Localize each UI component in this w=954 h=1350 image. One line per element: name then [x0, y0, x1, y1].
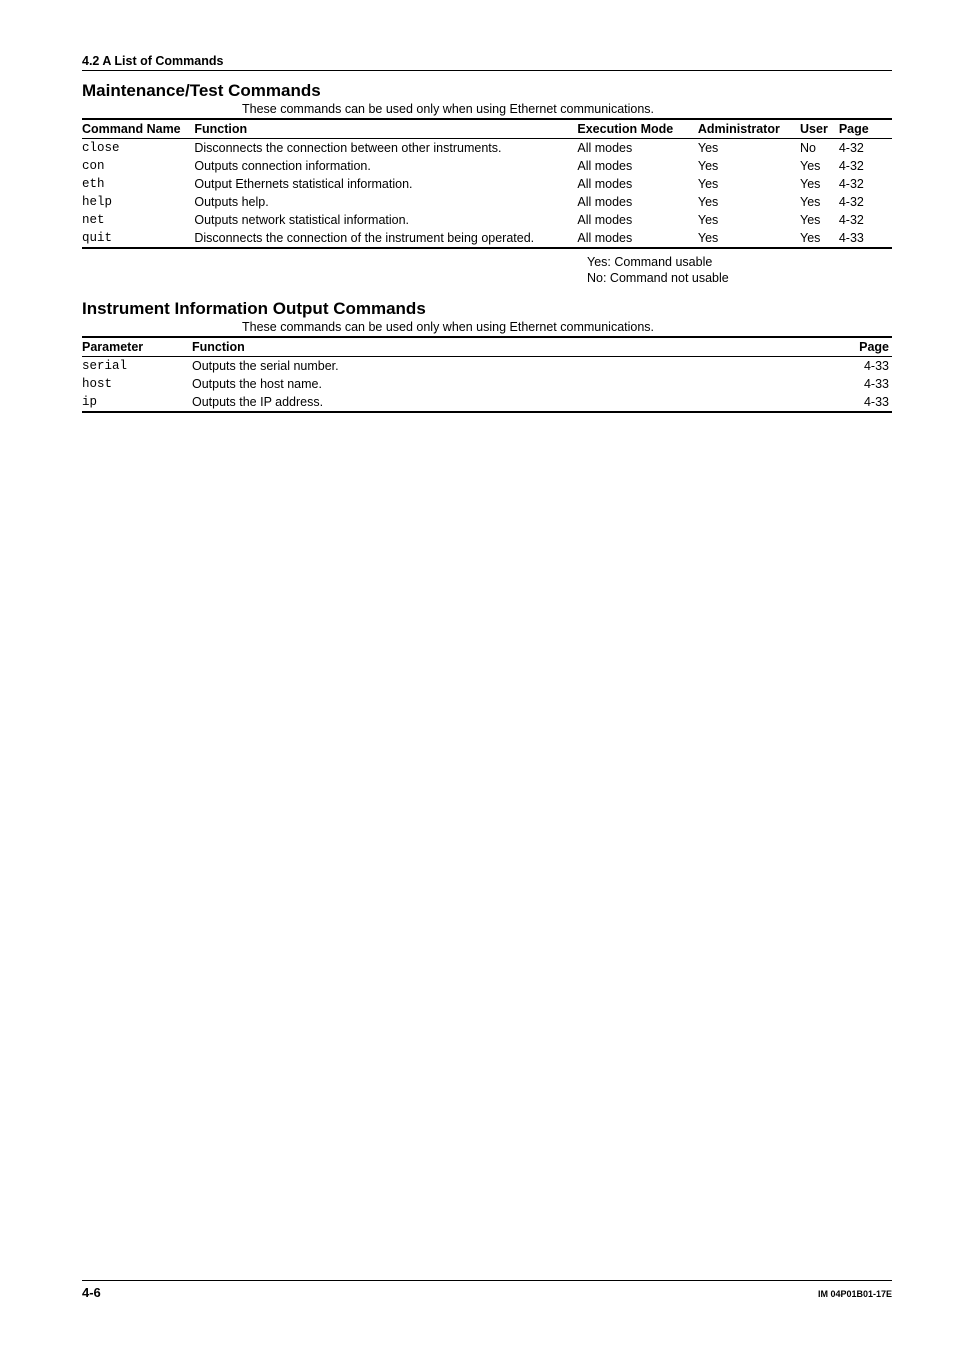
- cell-param: ip: [82, 393, 192, 412]
- cell-cmd: eth: [82, 175, 194, 193]
- cell-func: Outputs help.: [194, 193, 577, 211]
- cell-user: Yes: [800, 157, 839, 175]
- maintenance-subtitle: These commands can be used only when usi…: [242, 102, 892, 116]
- cell-exec: All modes: [577, 193, 698, 211]
- section-header: 4.2 A List of Commands: [82, 54, 892, 70]
- table-header-row: Parameter Function Page: [82, 337, 892, 357]
- col-page: Page: [839, 119, 892, 139]
- col-command-name: Command Name: [82, 119, 194, 139]
- cell-func: Output Ethernets statistical information…: [194, 175, 577, 193]
- cell-exec: All modes: [577, 157, 698, 175]
- cell-admin: Yes: [698, 139, 800, 158]
- footer-doc-id: IM 04P01B01-17E: [818, 1289, 892, 1299]
- cell-page: 4-32: [839, 193, 892, 211]
- cell-cmd: quit: [82, 229, 194, 248]
- table-row: host Outputs the host name. 4-33: [82, 375, 892, 393]
- table-row: net Outputs network statistical informat…: [82, 211, 892, 229]
- cell-user: Yes: [800, 193, 839, 211]
- cell-page: 4-33: [839, 229, 892, 248]
- col-function: Function: [194, 119, 577, 139]
- col-user: User: [800, 119, 839, 139]
- cell-cmd: close: [82, 139, 194, 158]
- footer-page-number: 4-6: [82, 1285, 101, 1300]
- legend-yes: Yes: Command usable: [587, 255, 892, 269]
- cell-page: 4-32: [839, 211, 892, 229]
- cell-user: Yes: [800, 175, 839, 193]
- cell-page: 4-33: [840, 357, 892, 376]
- cell-exec: All modes: [577, 175, 698, 193]
- cell-page: 4-32: [839, 157, 892, 175]
- cell-func: Outputs the IP address.: [192, 393, 840, 412]
- cell-user: Yes: [800, 211, 839, 229]
- output-table: Parameter Function Page serial Outputs t…: [82, 336, 892, 413]
- cell-cmd: net: [82, 211, 194, 229]
- cell-page: 4-32: [839, 139, 892, 158]
- table-row: quit Disconnects the connection of the i…: [82, 229, 892, 248]
- cell-exec: All modes: [577, 139, 698, 158]
- cell-admin: Yes: [698, 211, 800, 229]
- table-row: con Outputs connection information. All …: [82, 157, 892, 175]
- cell-cmd: help: [82, 193, 194, 211]
- table-row: eth Output Ethernets statistical informa…: [82, 175, 892, 193]
- cell-cmd: con: [82, 157, 194, 175]
- col-parameter: Parameter: [82, 337, 192, 357]
- cell-admin: Yes: [698, 193, 800, 211]
- table-row: close Disconnects the connection between…: [82, 139, 892, 158]
- maintenance-table: Command Name Function Execution Mode Adm…: [82, 118, 892, 249]
- cell-admin: Yes: [698, 157, 800, 175]
- table-header-row: Command Name Function Execution Mode Adm…: [82, 119, 892, 139]
- section-header-line: 4.2 A List of Commands: [82, 54, 892, 71]
- legend: Yes: Command usable No: Command not usab…: [587, 255, 892, 285]
- cell-func: Outputs network statistical information.: [194, 211, 577, 229]
- cell-param: serial: [82, 357, 192, 376]
- maintenance-title: Maintenance/Test Commands: [82, 81, 892, 101]
- table-row: ip Outputs the IP address. 4-33: [82, 393, 892, 412]
- cell-exec: All modes: [577, 229, 698, 248]
- cell-page: 4-33: [840, 375, 892, 393]
- cell-func: Outputs the serial number.: [192, 357, 840, 376]
- legend-no: No: Command not usable: [587, 271, 892, 285]
- table-row: serial Outputs the serial number. 4-33: [82, 357, 892, 376]
- col-execution-mode: Execution Mode: [577, 119, 698, 139]
- cell-user: No: [800, 139, 839, 158]
- cell-user: Yes: [800, 229, 839, 248]
- cell-func: Outputs connection information.: [194, 157, 577, 175]
- cell-page: 4-32: [839, 175, 892, 193]
- col-administrator: Administrator: [698, 119, 800, 139]
- col-function: Function: [192, 337, 840, 357]
- cell-func: Disconnects the connection of the instru…: [194, 229, 577, 248]
- cell-func: Disconnects the connection between other…: [194, 139, 577, 158]
- cell-param: host: [82, 375, 192, 393]
- cell-func: Outputs the host name.: [192, 375, 840, 393]
- col-page: Page: [840, 337, 892, 357]
- output-subtitle: These commands can be used only when usi…: [242, 320, 892, 334]
- output-title: Instrument Information Output Commands: [82, 299, 892, 319]
- cell-page: 4-33: [840, 393, 892, 412]
- cell-admin: Yes: [698, 175, 800, 193]
- cell-admin: Yes: [698, 229, 800, 248]
- footer: 4-6 IM 04P01B01-17E: [82, 1280, 892, 1300]
- cell-exec: All modes: [577, 211, 698, 229]
- table-row: help Outputs help. All modes Yes Yes 4-3…: [82, 193, 892, 211]
